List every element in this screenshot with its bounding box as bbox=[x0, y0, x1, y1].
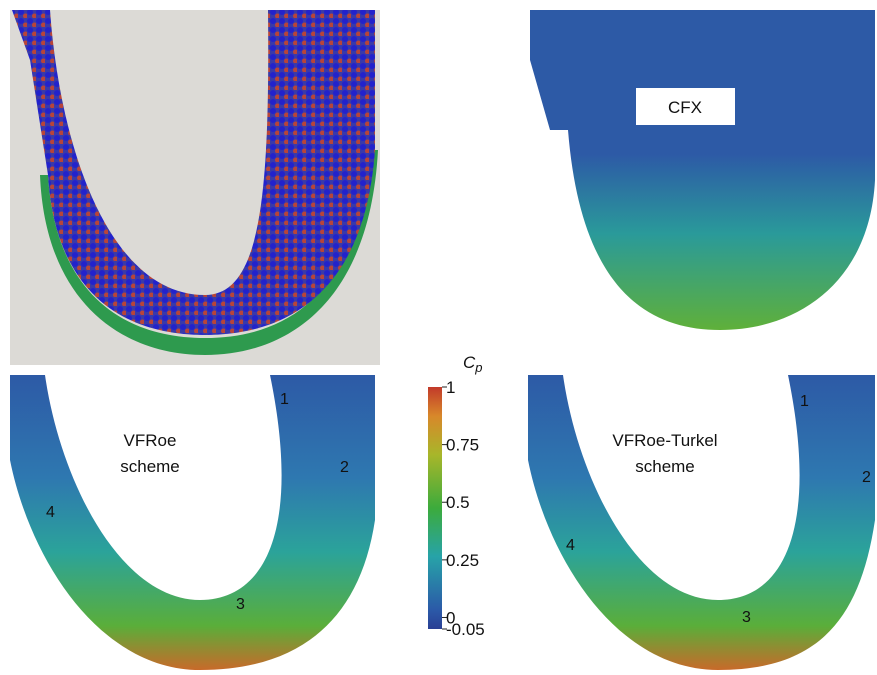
marker-label: 3 bbox=[742, 609, 751, 626]
symbol: C bbox=[463, 353, 476, 372]
marker-label: 4 bbox=[46, 504, 55, 521]
tick-label: -0.05 bbox=[446, 620, 485, 639]
panel-label: VFRoe-Turkel bbox=[612, 431, 717, 450]
vfroe-field bbox=[10, 375, 375, 670]
panel-label: CFX bbox=[668, 98, 702, 117]
marker-label: 1 bbox=[800, 393, 809, 410]
cfx-field bbox=[530, 10, 875, 330]
turkel-field bbox=[528, 375, 875, 670]
marker-label: 1 bbox=[280, 391, 289, 408]
subscript: p bbox=[474, 360, 482, 375]
marker-label: 2 bbox=[862, 469, 871, 486]
tick-label: 0.25 bbox=[446, 551, 479, 570]
panel-label: scheme bbox=[120, 457, 180, 476]
colorbar bbox=[428, 387, 442, 629]
figure: CFX VFRoe scheme 1 2 3 4 10.750.50.250-0… bbox=[0, 0, 877, 670]
tick-label: 0.75 bbox=[446, 436, 479, 455]
marker-label: 4 bbox=[566, 537, 575, 554]
colorbar-title: Cp bbox=[463, 353, 483, 375]
panel-label: scheme bbox=[635, 457, 695, 476]
colorbar-ticks: 10.750.50.250-0.05 bbox=[442, 378, 485, 639]
tick-label: 0.5 bbox=[446, 493, 470, 512]
marker-label: 2 bbox=[340, 459, 349, 476]
tick-label: 1 bbox=[446, 378, 455, 397]
panel-label: VFRoe bbox=[124, 431, 177, 450]
marker-label: 3 bbox=[236, 596, 245, 613]
